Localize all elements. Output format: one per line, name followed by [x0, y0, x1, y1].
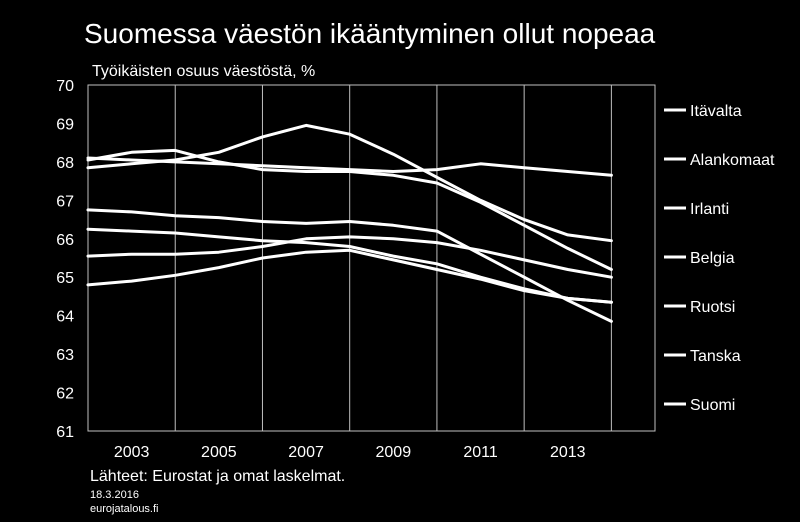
chart-title: Suomessa väestön ikääntyminen ollut nope… — [84, 18, 656, 49]
series-line-itavalta — [86, 123, 613, 243]
x-tick-label-2013: 2013 — [550, 444, 586, 461]
y-tick-label-67: 67 — [56, 193, 74, 210]
x-tick-label-2011: 2011 — [463, 444, 498, 461]
legend-label-belgia: Belgia — [690, 250, 735, 267]
y-tick-label-69: 69 — [56, 116, 74, 133]
y-tick-label-61: 61 — [56, 424, 74, 441]
x-tick-label-2007: 2007 — [288, 444, 324, 461]
series-line-irlanti — [86, 148, 613, 271]
legend-label-alankomaat: Alankomaat — [690, 152, 775, 169]
grid-lines — [174, 85, 612, 431]
legend: Itävalta Alankomaat Irlanti Belgia Ruotsi Tan… — [664, 103, 775, 414]
legend-label-suomi: Suomi — [690, 397, 735, 414]
y-tick-label-70: 70 — [56, 78, 74, 95]
site-name: eurojatalous.fi — [90, 503, 159, 515]
y-tick-label-63: 63 — [56, 347, 74, 364]
legend-label-irlanti: Irlanti — [690, 201, 729, 218]
y-tick-label-68: 68 — [56, 155, 74, 172]
axes — [87, 84, 656, 432]
legend-label-tanska: Tanska — [690, 348, 741, 365]
legend-item-ruotsi: Ruotsi — [664, 299, 735, 316]
series-lines — [86, 123, 613, 323]
x-tick-label-2003: 2003 — [114, 444, 150, 461]
series-line-tanska — [86, 227, 613, 304]
x-tick-label-2009: 2009 — [376, 444, 412, 461]
legend-item-tanska: Tanska — [664, 348, 741, 365]
y-tick-label-65: 65 — [56, 270, 74, 287]
y-axis-label: Työikäisten osuus väestöstä, % — [92, 63, 316, 80]
source-note: Lähteet: Eurostat ja omat laskelmat. — [90, 468, 346, 485]
x-tick-labels: 2003 2005 2007 2009 2011 2013 — [114, 444, 586, 461]
legend-item-belgia: Belgia — [664, 250, 735, 267]
legend-label-ruotsi: Ruotsi — [690, 299, 735, 316]
publish-date: 18.3.2016 — [90, 489, 139, 501]
plot-frame — [87, 84, 656, 432]
y-tick-label-66: 66 — [56, 232, 74, 249]
series-line-belgia — [86, 208, 613, 323]
series-line-ruotsi — [86, 235, 613, 279]
series-line-suomi — [86, 248, 613, 304]
y-tick-labels: 61 62 63 64 65 66 67 68 69 70 — [56, 78, 74, 441]
series-line-alankomaat — [86, 156, 613, 177]
legend-item-itavalta: Itävalta — [664, 103, 742, 120]
legend-item-suomi: Suomi — [664, 397, 735, 414]
y-tick-label-62: 62 — [56, 386, 74, 403]
y-tick-label-64: 64 — [56, 309, 74, 326]
legend-item-irlanti: Irlanti — [664, 201, 729, 218]
legend-label-itavalta: Itävalta — [690, 103, 742, 120]
legend-item-alankomaat: Alankomaat — [664, 152, 775, 169]
x-tick-label-2005: 2005 — [201, 444, 237, 461]
